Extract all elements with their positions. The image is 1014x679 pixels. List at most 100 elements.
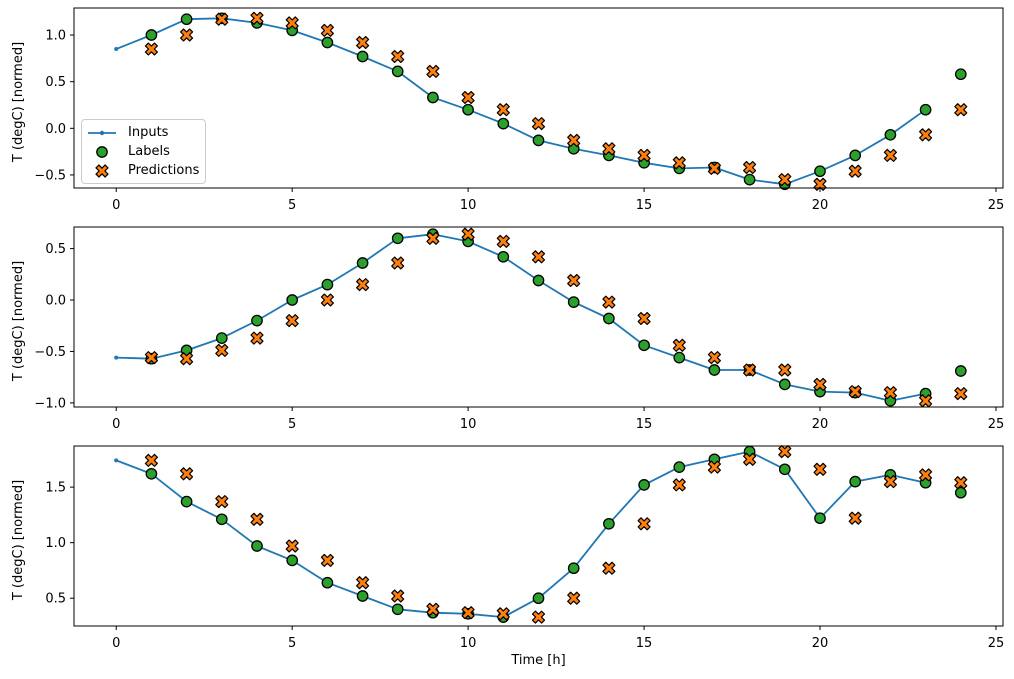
inputs-point	[114, 355, 119, 360]
labels-marker	[814, 165, 826, 178]
labels-marker	[919, 103, 932, 116]
labels-marker	[497, 250, 510, 263]
series-labels	[145, 445, 967, 623]
axes-frame	[73, 7, 1004, 189]
series-predictions	[144, 11, 968, 191]
y-tick-label: −0.5	[34, 168, 66, 183]
axes-frame	[73, 445, 1004, 627]
x-tick-label: 0	[112, 417, 120, 432]
predictions-marker	[919, 128, 933, 142]
x-tick-label: 10	[460, 636, 477, 651]
predictions-marker	[180, 352, 194, 366]
labels-marker	[391, 232, 404, 245]
inputs-point	[114, 458, 119, 463]
predictions-marker	[215, 12, 229, 26]
x-tick-label: 25	[988, 636, 1005, 651]
y-tick-label: 1.0	[45, 536, 66, 551]
predictions-marker	[426, 231, 440, 245]
labels-marker	[251, 314, 263, 327]
series-predictions	[144, 227, 968, 408]
predictions-marker	[672, 478, 686, 492]
predictions-marker	[567, 273, 581, 288]
labels-marker	[603, 517, 615, 530]
legend-item-labels: Labels	[86, 142, 199, 161]
labels-marker	[638, 479, 650, 491]
labels-marker	[427, 91, 439, 104]
predictions-marker	[883, 386, 897, 400]
labels-marker	[180, 495, 193, 508]
predictions-marker	[285, 16, 299, 30]
labels-marker	[462, 103, 474, 116]
labels-marker	[286, 294, 299, 306]
labels-marker	[954, 365, 967, 377]
predictions-marker	[180, 28, 194, 42]
series-inputs	[114, 16, 928, 187]
labels-marker	[356, 50, 369, 63]
series-inputs	[114, 232, 928, 403]
labels-marker	[215, 332, 228, 344]
labels-marker	[743, 173, 756, 186]
labels-marker	[286, 554, 299, 567]
labels-marker	[567, 562, 580, 575]
series-predictions	[144, 445, 968, 624]
x-tick-label: 15	[636, 636, 653, 651]
predictions-marker	[285, 314, 299, 328]
labels-marker	[954, 486, 967, 499]
predictions-marker	[496, 234, 510, 248]
labels-marker	[251, 540, 263, 552]
legend-item-predictions: Predictions	[86, 161, 199, 180]
x-tick-label: 20	[812, 636, 829, 651]
labels-marker	[180, 13, 193, 26]
labels-marker	[849, 149, 862, 162]
y-tick-label: 1.0	[45, 29, 66, 44]
labels-marker	[884, 128, 897, 141]
predictions-marker	[496, 103, 510, 117]
predictions-marker	[848, 164, 862, 178]
predictions-marker	[637, 517, 651, 531]
predictions-marker	[672, 338, 686, 352]
labels-marker	[356, 590, 369, 602]
inputs-line	[115, 17, 927, 186]
labels-marker	[391, 603, 404, 616]
predictions-marker	[285, 539, 299, 553]
labels-circle-sample-icon	[96, 145, 108, 158]
predictions-marker	[426, 602, 440, 616]
predictions-marker	[531, 610, 546, 624]
series-inputs	[114, 449, 928, 620]
axes-frame	[73, 226, 1004, 408]
y-tick-label: 0.5	[45, 75, 66, 90]
predictions-marker	[320, 553, 334, 567]
predictions-marker	[391, 49, 405, 64]
y-tick-label: −1.0	[34, 396, 66, 411]
predictions-marker	[426, 64, 440, 78]
predictions-marker	[919, 468, 933, 482]
predictions-marker	[672, 156, 686, 170]
subplot-2: 0 5 10 15 20 25 0.5 0.0 −0.5 −1.0 T (degC) [normed…	[11, 226, 1004, 432]
labels-marker	[145, 29, 158, 41]
y-axis-label: T (degC) [normed]	[11, 42, 26, 163]
labels-marker	[145, 467, 158, 480]
predictions-marker	[707, 460, 721, 474]
predictions-marker	[778, 363, 792, 377]
predictions-marker	[391, 256, 405, 270]
predictions-marker	[778, 445, 792, 459]
legend-circle-marker	[96, 145, 108, 158]
predictions-marker	[883, 148, 897, 162]
subplot-1: 0 5 10 15 20 25 1.0 0.5 0.0 −0.5 T (degC) [normed]	[11, 7, 1005, 213]
x-tick-label: 25	[988, 198, 1005, 213]
predictions-marker	[602, 561, 616, 575]
labels-marker	[673, 351, 686, 364]
predictions-marker	[250, 11, 264, 25]
predictions-marker	[954, 103, 968, 117]
series-labels	[145, 12, 967, 191]
predictions-marker	[531, 250, 546, 264]
labels-marker	[391, 65, 404, 78]
predictions-marker	[250, 512, 264, 526]
inputs-point	[114, 47, 119, 51]
predictions-marker	[356, 35, 370, 50]
y-tick-label: 0.5	[45, 592, 66, 607]
x-tick-label: 20	[812, 198, 829, 213]
predictions-marker	[743, 452, 757, 466]
labels-marker	[321, 36, 334, 49]
